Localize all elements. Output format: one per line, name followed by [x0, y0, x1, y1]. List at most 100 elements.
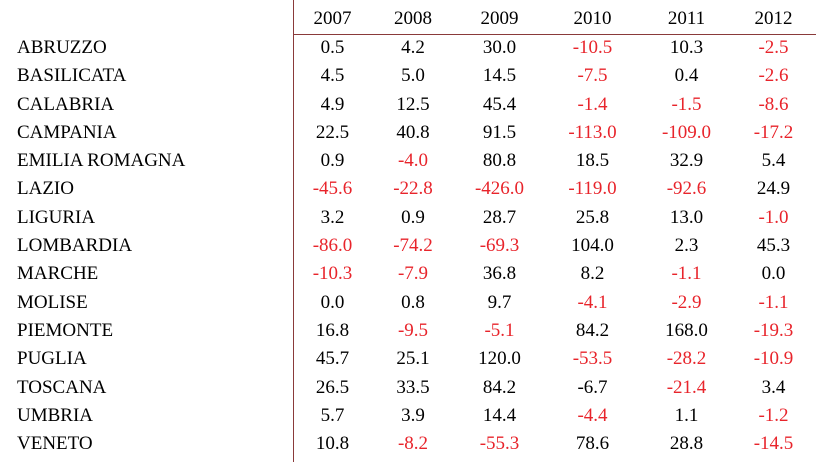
value-cell: 84.2 — [575, 319, 610, 341]
value-cell: 3.9 — [401, 404, 425, 426]
value-cell: -1.5 — [671, 93, 702, 115]
value-cell: -22.8 — [393, 178, 433, 200]
value-cell: -19.3 — [753, 319, 794, 341]
value-cell: 45.3 — [756, 235, 791, 257]
value-cell: 4.2 — [401, 37, 425, 58]
year-header: 2008 — [394, 8, 432, 29]
value-cell: -92.6 — [666, 178, 707, 200]
year-header: 2011 — [667, 8, 706, 29]
region-name: MOLISE — [17, 291, 88, 313]
value-cell: 91.5 — [482, 121, 517, 143]
region-name: BASILICATA — [17, 65, 127, 87]
table-row: LAZIO -45.6 -22.8 -426.0 -119.0 -92.6 24.9 — [0, 175, 814, 203]
value-cell: 32.9 — [669, 150, 704, 172]
value-cell: 30.0 — [482, 37, 517, 58]
value-cell: -10.3 — [312, 263, 353, 285]
value-cell: -69.3 — [479, 235, 520, 257]
value-cell: -1.4 — [577, 93, 608, 115]
table-row: MARCHE -10.3 -7.9 36.8 8.2 -1.1 0.0 — [0, 260, 814, 288]
column-divider — [293, 0, 294, 462]
value-cell: -55.3 — [479, 433, 520, 455]
value-cell: -8.2 — [397, 433, 429, 455]
value-cell: -7.9 — [397, 263, 429, 285]
value-cell: 12.5 — [396, 93, 430, 115]
value-cell: -2.6 — [758, 65, 789, 87]
value-cell: 0.4 — [674, 65, 699, 87]
value-cell: 84.2 — [482, 376, 517, 398]
table-row: BASILICATA 4.5 5.0 14.5 -7.5 0.4 -2.6 — [0, 62, 814, 90]
region-name: PUGLIA — [17, 348, 87, 370]
value-cell: 45.4 — [482, 93, 517, 115]
value-cell: 0.5 — [320, 37, 345, 58]
value-cell: 25.8 — [575, 206, 610, 228]
value-cell: 5.7 — [320, 404, 345, 426]
value-cell: 3.2 — [320, 206, 345, 228]
region-name: CALABRIA — [17, 93, 115, 115]
value-cell: -5.1 — [484, 319, 515, 341]
value-cell: 18.5 — [575, 150, 610, 172]
value-cell: 16.8 — [315, 319, 350, 341]
value-cell: 25.1 — [396, 348, 430, 370]
table-row: TOSCANA 26.5 33.5 84.2 -6.7 -21.4 3.4 — [0, 374, 814, 402]
table-row: EMILIA ROMAGNA 0.9 -4.0 80.8 18.5 32.9 5.4 — [0, 147, 814, 175]
value-cell: 33.5 — [396, 376, 430, 398]
value-cell: -109.0 — [661, 121, 712, 143]
value-cell: 3.4 — [761, 376, 786, 398]
region-name: ABRUZZO — [17, 37, 107, 58]
value-cell: -53.5 — [572, 348, 613, 370]
year-header: 2012 — [754, 8, 793, 29]
table-row: VENETO 10.8 -8.2 -55.3 78.6 28.8 -14.5 — [0, 430, 814, 458]
region-name: UMBRIA — [17, 404, 94, 426]
table-row: CALABRIA 4.9 12.5 45.4 -1.4 -1.5 -8.6 — [0, 91, 814, 119]
value-cell: 40.8 — [396, 121, 430, 143]
table-body: ABRUZZO 0.5 4.2 30.0 -10.5 10.3 -2.5 BASILICATA… — [0, 34, 814, 458]
region-name: EMILIA ROMAGNA — [17, 150, 186, 172]
value-cell: -10.5 — [572, 37, 613, 58]
table-row: CAMPANIA 22.5 40.8 91.5 -113.0 -109.0 -17.2 — [0, 119, 814, 147]
value-cell: 0.0 — [320, 291, 345, 313]
value-cell: -1.2 — [758, 404, 789, 426]
value-cell: -6.7 — [577, 376, 608, 398]
value-cell: 0.8 — [401, 291, 425, 313]
value-cell: 2.3 — [674, 235, 699, 257]
value-cell: -45.6 — [312, 178, 353, 200]
region-name: LOMBARDIA — [17, 235, 133, 257]
value-cell: 28.7 — [482, 206, 517, 228]
value-cell: -17.2 — [753, 121, 794, 143]
value-cell: 9.7 — [487, 291, 512, 313]
value-cell: 22.5 — [315, 121, 350, 143]
value-cell: 0.9 — [320, 150, 345, 172]
value-cell: 168.0 — [665, 319, 708, 341]
value-cell: 10.3 — [669, 37, 704, 58]
table-row: UMBRIA 5.7 3.9 14.4 -4.4 1.1 -1.2 — [0, 402, 814, 430]
value-cell: -4.0 — [397, 150, 429, 172]
year-header: 2007 — [313, 8, 352, 29]
value-cell: -1.1 — [671, 263, 702, 285]
region-name: TOSCANA — [17, 376, 107, 398]
value-cell: -28.2 — [666, 348, 707, 370]
region-name: LAZIO — [17, 178, 74, 200]
value-cell: 14.4 — [482, 404, 517, 426]
table-row: PIEMONTE 16.8 -9.5 -5.1 84.2 168.0 -19.3 — [0, 317, 814, 345]
region-name: PIEMONTE — [17, 319, 114, 341]
value-cell: -1.0 — [758, 206, 789, 228]
value-cell: 8.2 — [580, 263, 605, 285]
region-name: VENETO — [17, 433, 93, 455]
value-cell: 120.0 — [478, 348, 521, 370]
region-name: MARCHE — [17, 263, 99, 285]
year-header: 2009 — [480, 8, 519, 29]
value-cell: 104.0 — [571, 235, 614, 257]
value-cell: -8.6 — [758, 93, 789, 115]
value-cell: -14.5 — [753, 433, 794, 455]
region-name: CAMPANIA — [17, 121, 117, 143]
region-header-cell — [0, 3, 293, 34]
value-cell: -2.9 — [671, 291, 702, 313]
value-cell: -2.5 — [758, 37, 789, 58]
value-cell: 78.6 — [575, 433, 610, 455]
value-cell: -7.5 — [577, 65, 608, 87]
value-cell: 4.5 — [320, 65, 345, 87]
value-cell: 26.5 — [315, 376, 350, 398]
value-cell: -21.4 — [666, 376, 707, 398]
value-cell: 0.9 — [401, 206, 425, 228]
